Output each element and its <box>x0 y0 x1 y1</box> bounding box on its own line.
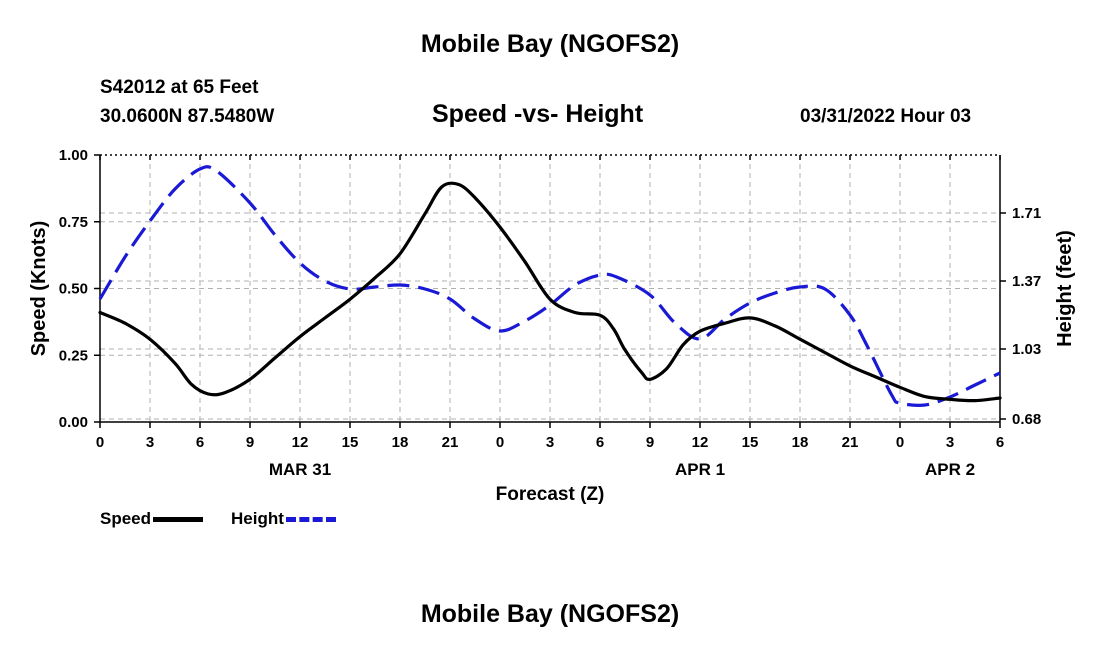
x-tick-label: 3 <box>946 434 954 451</box>
legend-speed-label: Speed <box>100 509 152 528</box>
x-tick-label: 12 <box>692 434 709 451</box>
y2-tick-label: 1.37 <box>1012 273 1041 290</box>
y-tick-label: 0.50 <box>59 281 88 298</box>
x-tick-label: 9 <box>246 434 254 451</box>
x-tick-label: 3 <box>146 434 154 451</box>
x-tick-label: 6 <box>996 434 1004 451</box>
x-tick-label: 0 <box>496 434 504 451</box>
x-tick-label: 6 <box>596 434 604 451</box>
y-tick-label: 0.00 <box>59 414 88 431</box>
footer-title: Mobile Bay (NGOFS2) <box>420 600 680 628</box>
x-tick-label: 9 <box>646 434 654 451</box>
legend-height-swatch <box>285 516 336 522</box>
y2-axis-title: Height (feet) <box>1054 230 1076 347</box>
legend-height-label: Height <box>231 509 284 528</box>
x-tick-label: 3 <box>546 434 554 451</box>
y-tick-label: 0.75 <box>59 214 88 231</box>
y2-tick-label: 0.68 <box>1012 411 1041 428</box>
date-label: APR 2 <box>925 460 975 479</box>
x-tick-label: 0 <box>896 434 904 451</box>
legend-speed: Speed <box>100 509 204 529</box>
legend-height: Height <box>231 509 336 529</box>
x-tick-label: 0 <box>96 434 104 451</box>
y-axis-title: Speed (Knots) <box>28 221 50 357</box>
height-series-line <box>98 165 1001 407</box>
y-tick-label: 0.25 <box>59 347 88 364</box>
date-label: APR 1 <box>675 460 725 479</box>
x-tick-label: 6 <box>196 434 204 451</box>
x-tick-label: 21 <box>442 434 459 451</box>
chart-main-title: Mobile Bay (NGOFS2) <box>420 30 680 58</box>
coordinates-label: 30.0600N 87.5480W <box>100 106 275 127</box>
speed-series-line <box>98 181 1002 403</box>
y2-tick-label: 1.71 <box>1012 205 1041 222</box>
forecast-datetime: 03/31/2022 Hour 03 <box>800 106 972 127</box>
date-label: MAR 31 <box>269 460 331 479</box>
x-tick-label: 18 <box>392 434 409 451</box>
y2-tick-label: 1.03 <box>1012 341 1041 358</box>
station-label: S42012 at 65 Feet <box>100 77 259 98</box>
axes-layer <box>94 154 1006 428</box>
labels-layer: 0 3 6 9 12 15 18 21 0 3 6 9 12 15 18 21 0 3 6 0.00 0.25 0.50 0… <box>28 147 1076 505</box>
legend-speed-swatch <box>153 516 204 522</box>
x-tick-label: 12 <box>292 434 309 451</box>
x-tick-label: 15 <box>342 434 359 451</box>
grid-layer <box>100 155 1000 422</box>
x-tick-label: 18 <box>792 434 809 451</box>
chart-subtitle: Speed -vs- Height <box>432 100 644 128</box>
series-layer <box>98 165 1002 407</box>
x-tick-label: 15 <box>742 434 759 451</box>
y-tick-label: 1.00 <box>59 147 88 164</box>
x-tick-label: 21 <box>842 434 859 451</box>
x-axis-title: Forecast (Z) <box>496 484 605 505</box>
